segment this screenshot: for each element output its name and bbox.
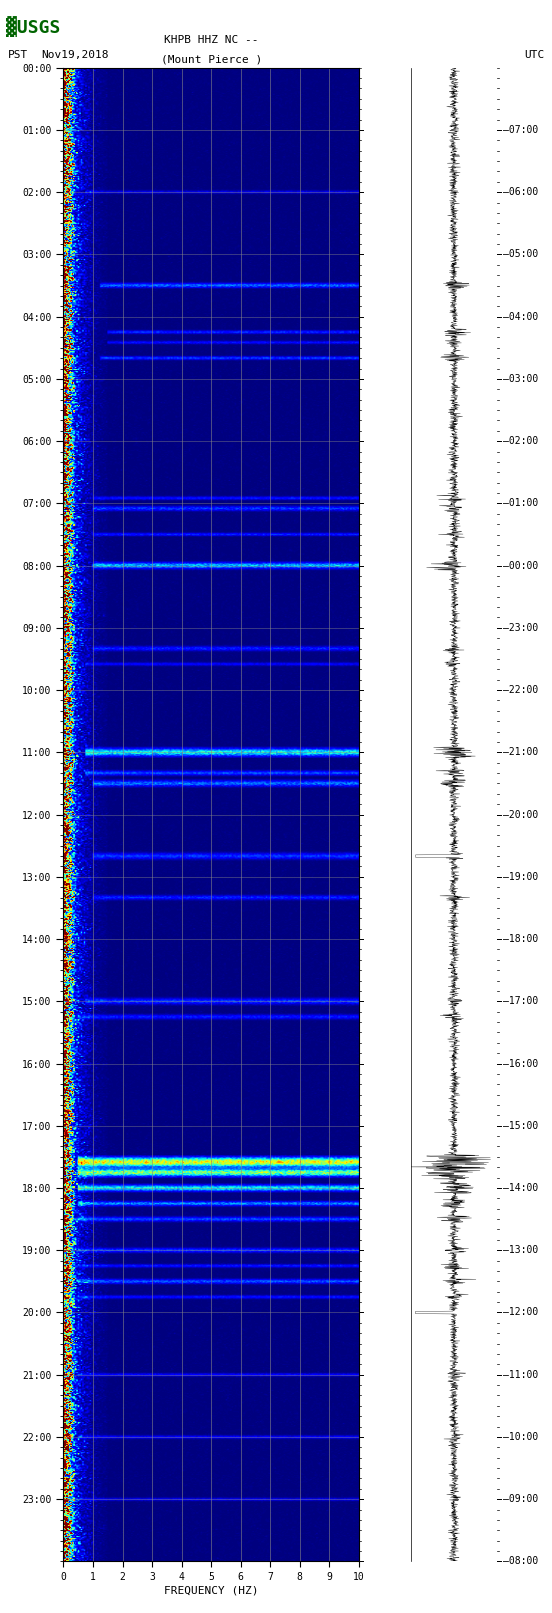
Text: –04:00: –04:00 [503, 311, 539, 321]
Text: –02:00: –02:00 [503, 436, 539, 447]
Text: –03:00: –03:00 [503, 374, 539, 384]
Text: –16:00: –16:00 [503, 1058, 539, 1068]
Text: (Mount Pierce ): (Mount Pierce ) [161, 55, 262, 65]
Text: ▓USGS: ▓USGS [6, 16, 60, 37]
Text: –09:00: –09:00 [503, 1494, 539, 1505]
Text: Nov19,2018: Nov19,2018 [41, 50, 109, 60]
Text: –07:00: –07:00 [503, 124, 539, 135]
Text: –11:00: –11:00 [503, 1369, 539, 1379]
Text: –05:00: –05:00 [503, 250, 539, 260]
Text: –12:00: –12:00 [503, 1308, 539, 1318]
Text: –19:00: –19:00 [503, 871, 539, 882]
Text: –14:00: –14:00 [503, 1182, 539, 1194]
Text: –23:00: –23:00 [503, 623, 539, 632]
Text: –18:00: –18:00 [503, 934, 539, 944]
Text: PST: PST [8, 50, 29, 60]
Text: –21:00: –21:00 [503, 747, 539, 758]
X-axis label: FREQUENCY (HZ): FREQUENCY (HZ) [164, 1586, 258, 1595]
Text: –15:00: –15:00 [503, 1121, 539, 1131]
Text: KHPB HHZ NC --: KHPB HHZ NC -- [164, 35, 258, 45]
Text: –06:00: –06:00 [503, 187, 539, 197]
Text: –00:00: –00:00 [503, 561, 539, 571]
Text: –10:00: –10:00 [503, 1432, 539, 1442]
Text: –17:00: –17:00 [503, 997, 539, 1007]
Text: –08:00: –08:00 [503, 1557, 539, 1566]
Text: UTC: UTC [524, 50, 545, 60]
Text: –01:00: –01:00 [503, 498, 539, 508]
Text: –13:00: –13:00 [503, 1245, 539, 1255]
Text: –22:00: –22:00 [503, 686, 539, 695]
Text: –20:00: –20:00 [503, 810, 539, 819]
